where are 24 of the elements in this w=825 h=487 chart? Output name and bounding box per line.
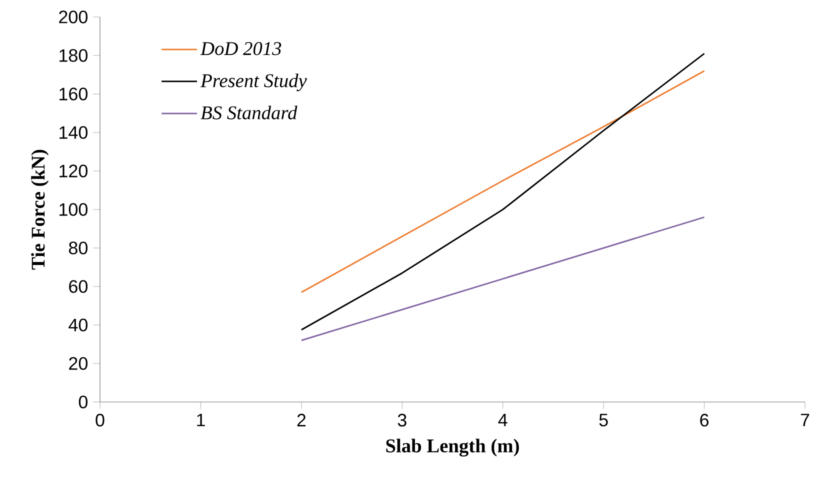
y-tick-label: 120 [60, 164, 88, 178]
y-tick-label: 140 [60, 126, 88, 139]
y-tick-label: 200 [59, 10, 88, 24]
x-axis-title: Slab Length (m) [386, 438, 519, 457]
x-tick-label: 0 [96, 414, 104, 427]
y-tick-label: 0 [78, 396, 88, 408]
legend-label: Present Study [200, 74, 307, 92]
y-tick-label: 100 [60, 203, 88, 216]
x-tick-label: 2 [297, 414, 306, 426]
y-tick-label: 80 [68, 242, 88, 254]
y-tick-label: 20 [69, 357, 88, 370]
x-tick-label: 7 [800, 414, 810, 426]
y-tick-label: 180 [60, 49, 88, 62]
x-tick-label: 1 [197, 414, 205, 426]
y-tick-label: 60 [69, 280, 88, 293]
x-tick-label: 4 [498, 414, 508, 426]
y-axis-title: Tie Force (kN) [31, 150, 49, 270]
x-tick-label: 6 [700, 414, 709, 427]
y-tick-label: 40 [68, 318, 88, 332]
x-tick-label: 3 [398, 414, 406, 427]
legend-label: BS Standard [200, 106, 298, 120]
legend-label: DoD 2013 [200, 42, 282, 56]
x-tick-label: 5 [599, 414, 608, 426]
y-tick-label: 160 [60, 88, 88, 100]
